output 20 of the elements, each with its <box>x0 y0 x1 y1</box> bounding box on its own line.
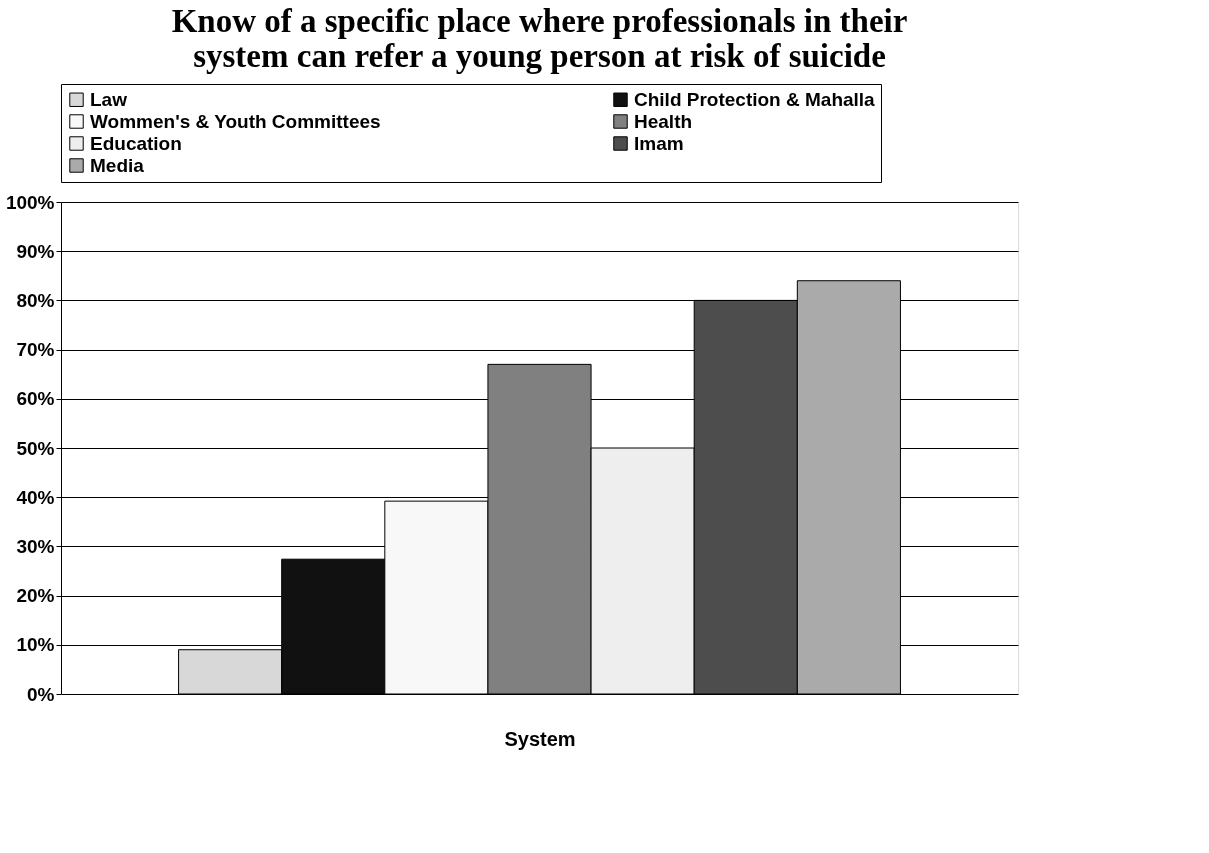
y-tick-label: 80% <box>16 289 55 311</box>
legend-label: Media <box>90 154 145 176</box>
y-tick-label: 40% <box>16 486 55 508</box>
legend-label: Wommen's & Youth Committees <box>90 110 381 132</box>
y-tick-label: 90% <box>16 240 55 262</box>
x-axis-title: System <box>504 727 576 750</box>
y-tick-label: 60% <box>16 388 55 410</box>
legend-label: Child Protection & Mahalla <box>634 88 876 110</box>
y-tick-label: 70% <box>16 339 55 361</box>
y-tick-label: 20% <box>16 585 55 607</box>
y-tick-label: 10% <box>16 634 55 656</box>
legend-label: Law <box>90 88 128 110</box>
y-tick-label: 50% <box>16 437 55 459</box>
y-tick-label: 0% <box>27 683 55 705</box>
legend-label: Education <box>90 132 182 154</box>
legend-label: Health <box>634 110 693 132</box>
y-tick-label: 100% <box>5 191 55 213</box>
legend-label: Imam <box>634 132 684 154</box>
chart-title: Know of a specific place where professionals in their system can refer a young person at risk of suicide <box>171 2 908 74</box>
y-tick-label: 30% <box>16 535 55 557</box>
